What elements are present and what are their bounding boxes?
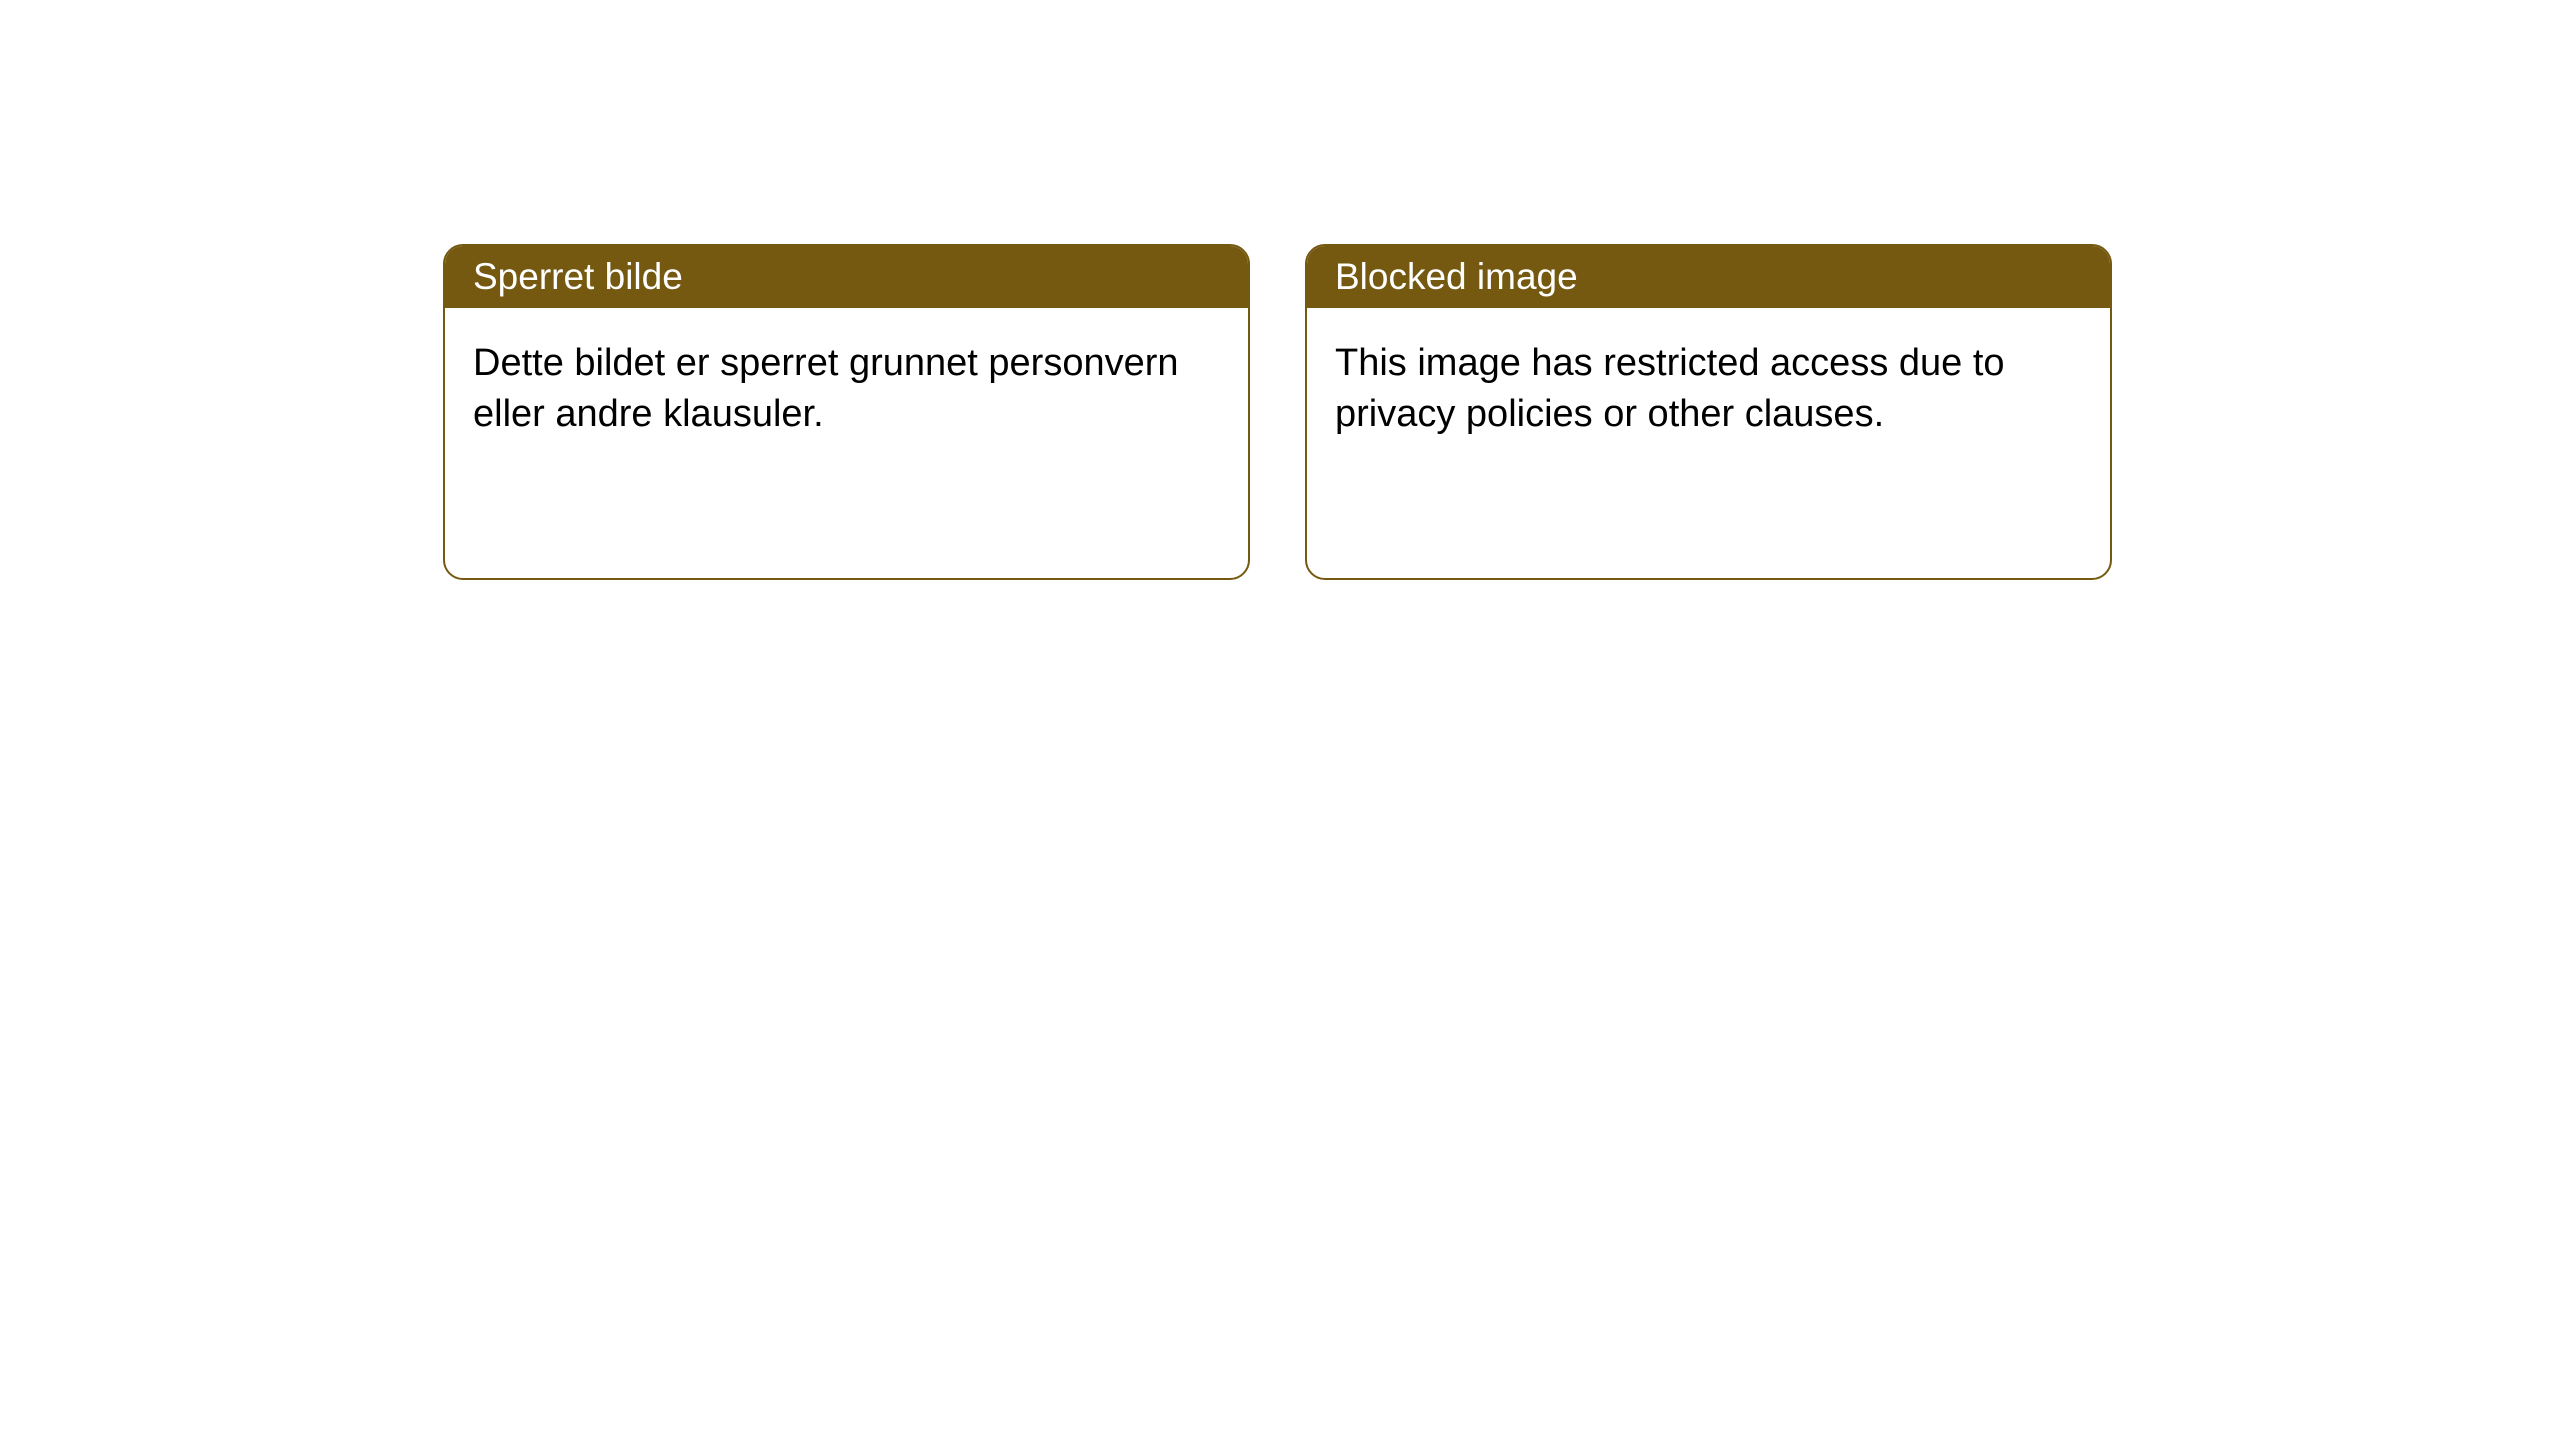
card-title: Sperret bilde <box>473 256 683 297</box>
card-body-text: This image has restricted access due to … <box>1335 342 2005 435</box>
notice-card-norwegian: Sperret bilde Dette bildet er sperret gr… <box>443 244 1250 580</box>
notice-card-english: Blocked image This image has restricted … <box>1305 244 2112 580</box>
card-body-text: Dette bildet er sperret grunnet personve… <box>473 342 1179 435</box>
card-body: This image has restricted access due to … <box>1307 308 2110 471</box>
card-body: Dette bildet er sperret grunnet personve… <box>445 308 1248 471</box>
card-header: Sperret bilde <box>445 246 1248 308</box>
notice-card-container: Sperret bilde Dette bildet er sperret gr… <box>443 244 2112 580</box>
card-header: Blocked image <box>1307 246 2110 308</box>
card-title: Blocked image <box>1335 256 1578 297</box>
